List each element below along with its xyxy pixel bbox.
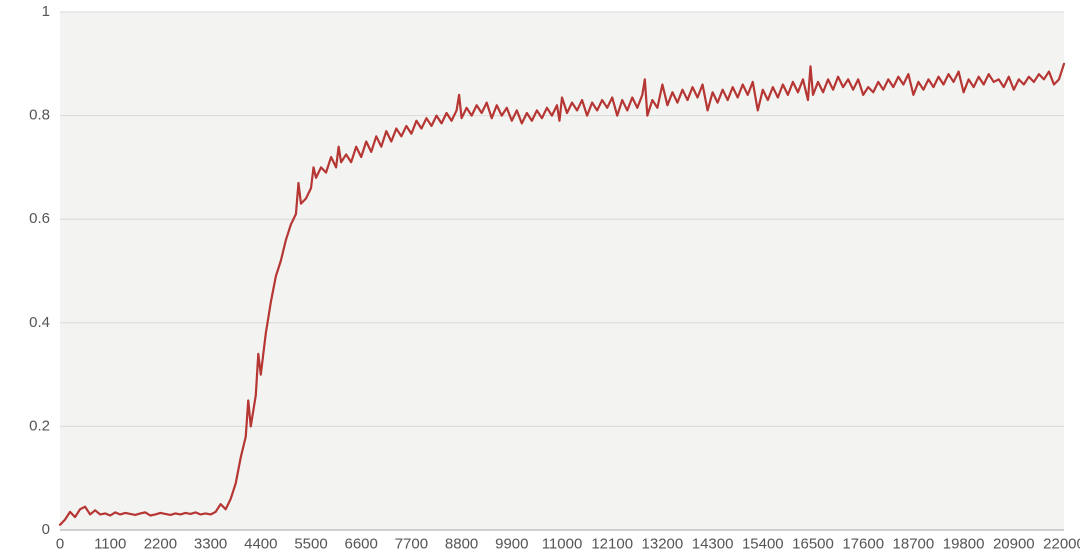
x-tick-label: 4400	[244, 535, 277, 552]
x-tick-label: 22000	[1043, 535, 1080, 552]
x-tick-label: 14300	[692, 535, 734, 552]
x-tick-label: 17600	[842, 535, 884, 552]
x-tick-label: 6600	[345, 535, 378, 552]
x-tick-label: 3300	[194, 535, 227, 552]
x-tick-label: 5500	[294, 535, 327, 552]
x-tick-label: 0	[56, 535, 64, 552]
x-tick-label: 16500	[792, 535, 834, 552]
y-tick-label: 0	[42, 521, 50, 538]
plot-background	[60, 12, 1064, 530]
x-tick-label: 9900	[495, 535, 528, 552]
y-tick-label: 0.6	[29, 210, 50, 227]
x-tick-label: 15400	[742, 535, 784, 552]
y-tick-label: 0.8	[29, 107, 50, 124]
y-tick-label: 1	[42, 3, 50, 20]
y-tick-label: 0.2	[29, 417, 50, 434]
x-tick-label: 12100	[591, 535, 633, 552]
y-tick-label: 0.4	[29, 314, 50, 331]
x-tick-label: 8800	[445, 535, 478, 552]
x-tick-label: 20900	[993, 535, 1035, 552]
x-tick-label: 2200	[144, 535, 177, 552]
x-tick-label: 7700	[395, 535, 428, 552]
chart-svg: 0 0.2 0.4 0.6 0.8 1 0 1100 2200 3300 4400 5500 6600 7…	[0, 0, 1080, 557]
line-chart: 0 0.2 0.4 0.6 0.8 1 0 1100 2200 3300 4400 5500 6600 7…	[0, 0, 1080, 557]
x-tick-label: 13200	[642, 535, 684, 552]
x-tick-label: 19800	[943, 535, 985, 552]
x-tick-label: 1100	[94, 535, 126, 552]
x-tick-label: 11000	[542, 535, 583, 552]
x-tick-label: 18700	[893, 535, 935, 552]
